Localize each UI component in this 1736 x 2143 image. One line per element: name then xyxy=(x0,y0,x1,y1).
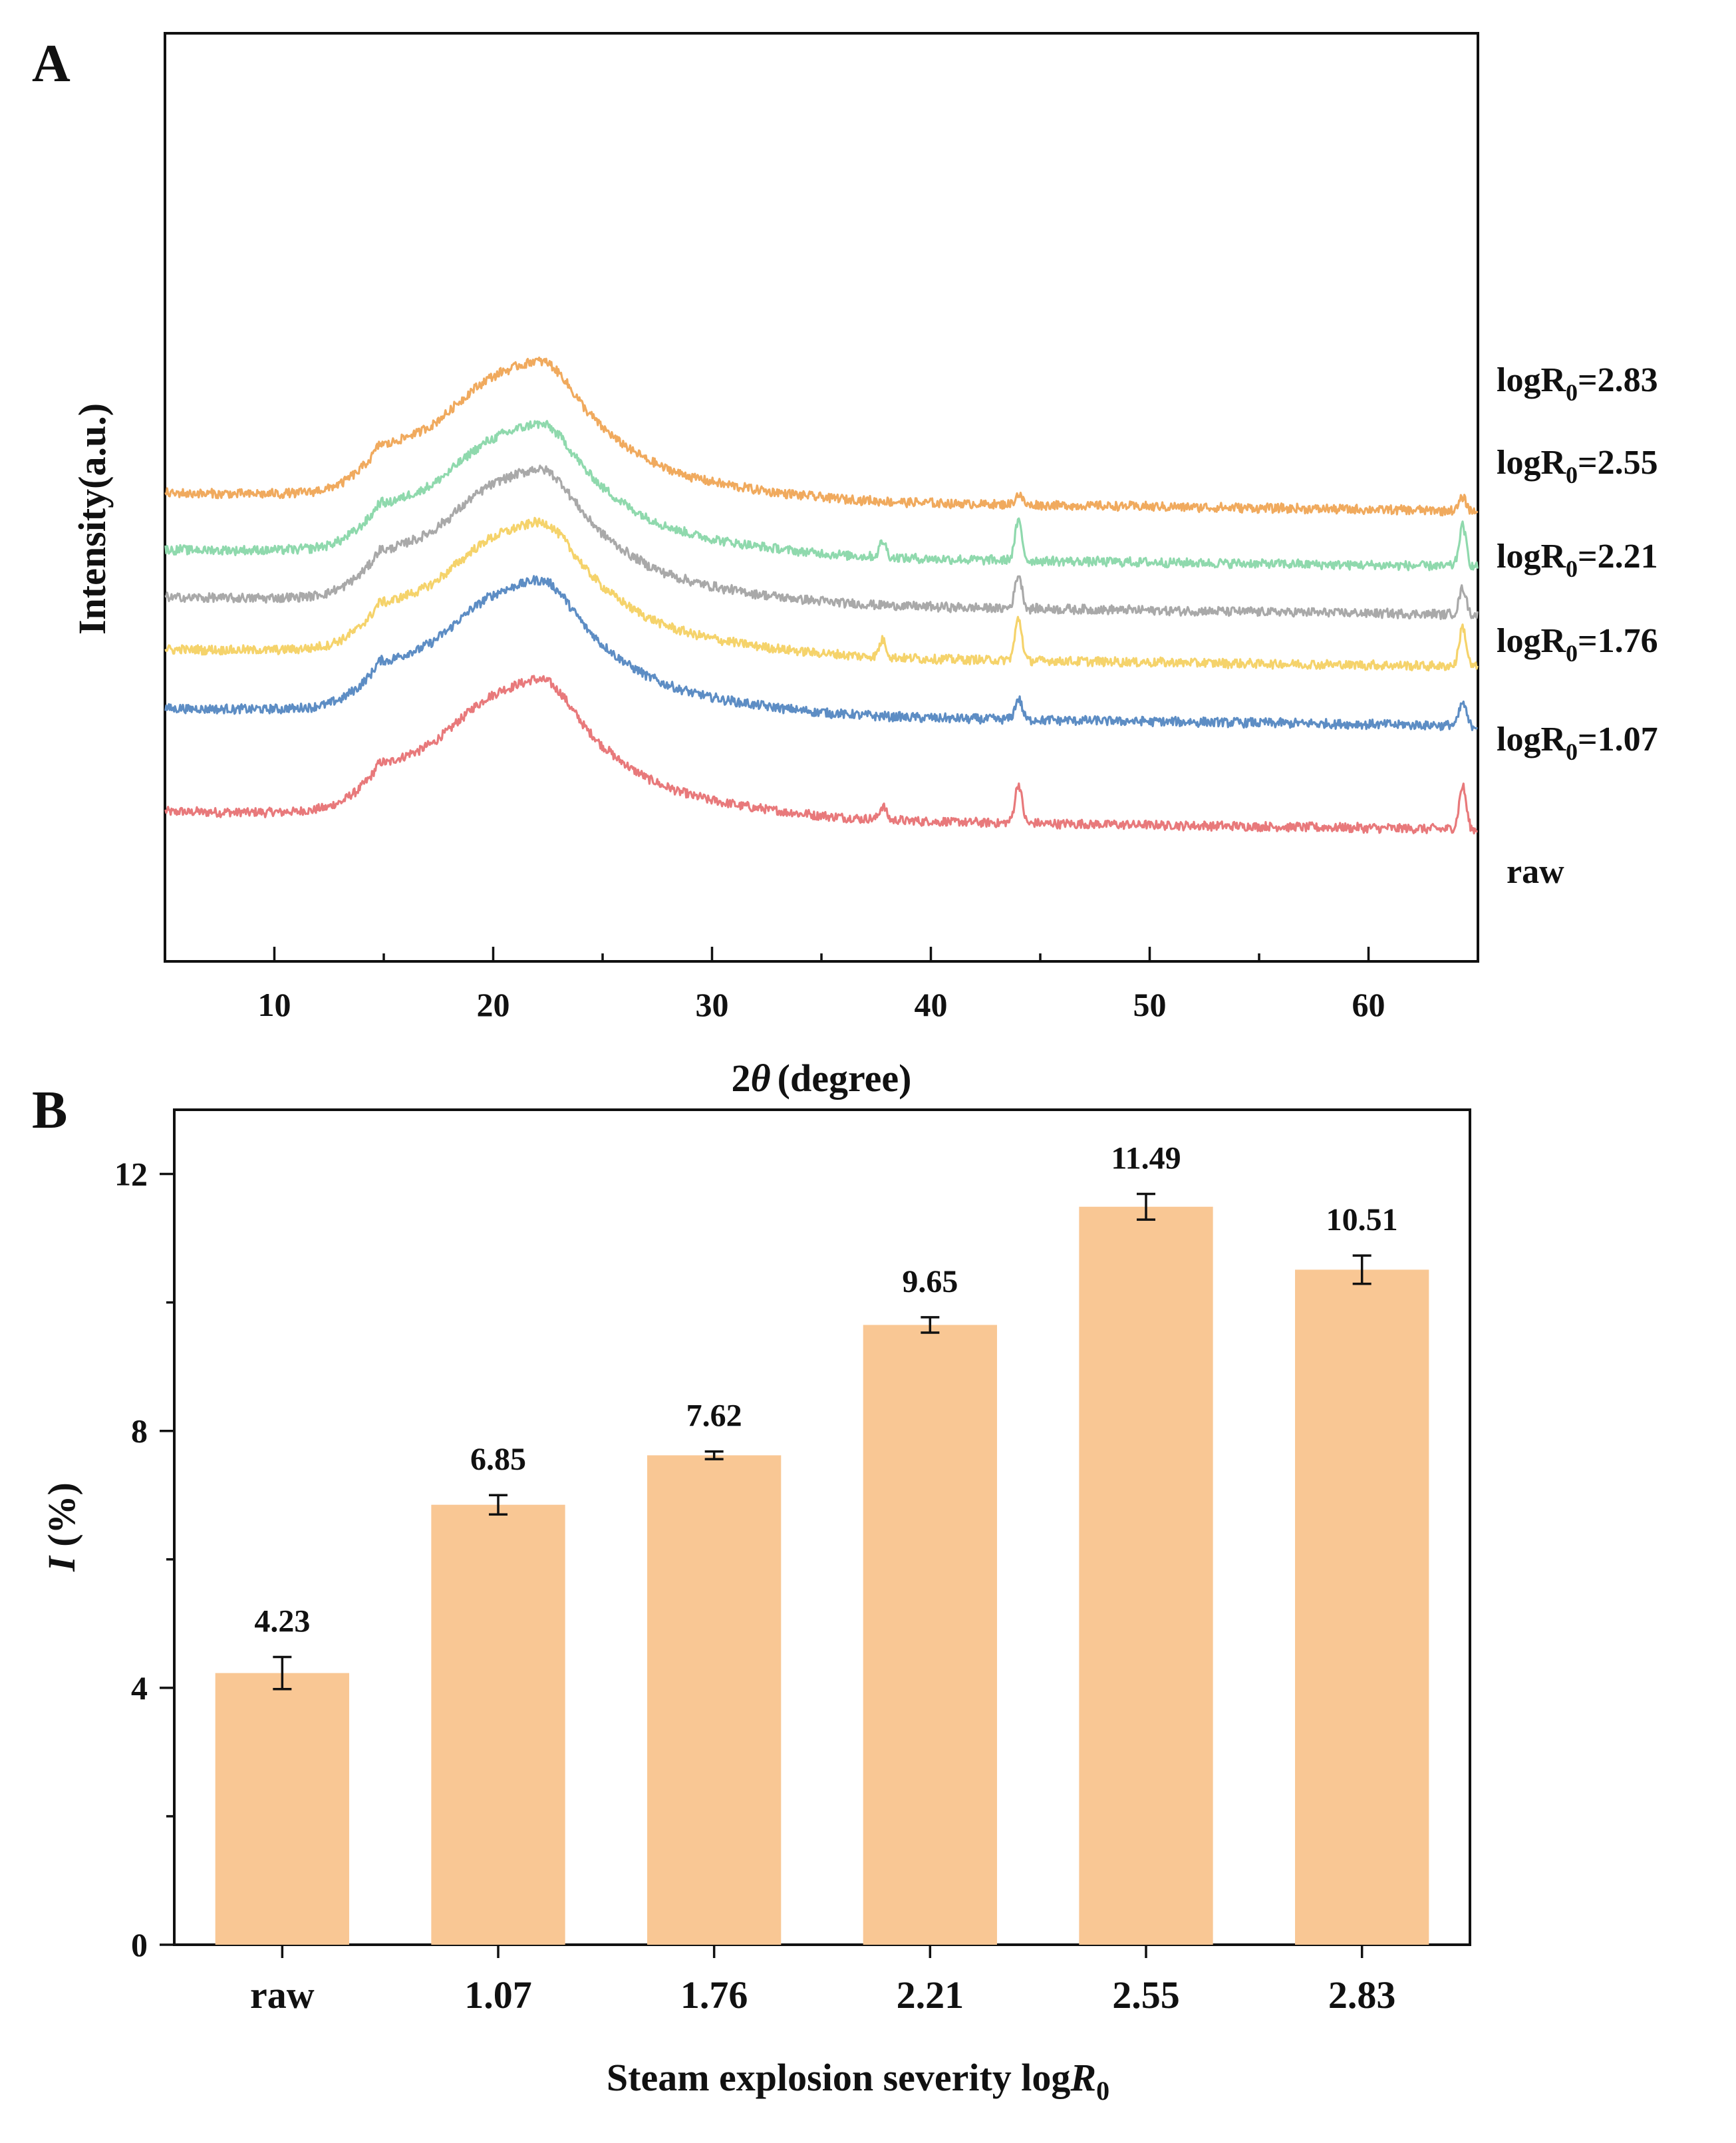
bar-y-tick-label: 12 xyxy=(114,1156,148,1193)
xrd-series-labels: raw logR0=1.07 logR0=1.76 logR0=2.21 logR0=2… xyxy=(1497,361,1658,891)
bar-value-label: 11.49 xyxy=(1111,1140,1181,1176)
xrd-series-label: logR0=2.21 xyxy=(1497,538,1658,582)
xrd-y-axis-title: Intensity(a.u.) xyxy=(71,403,114,635)
xrd-x-title-theta: θ xyxy=(751,1057,771,1100)
bar-value-label: 7.62 xyxy=(686,1399,742,1434)
bar-1.07 xyxy=(431,1504,565,1945)
bar-x-title-sub: 0 xyxy=(1096,2076,1109,2106)
bar-x-tick-label: 2.55 xyxy=(1112,1973,1180,2017)
bar-2.55 xyxy=(1079,1206,1213,1945)
bar-x-tick-label: 2.83 xyxy=(1328,1973,1396,2017)
bar-y-tick-label: 4 xyxy=(131,1669,148,1707)
bar-value-label: 6.85 xyxy=(470,1442,526,1477)
bar-2.83 xyxy=(1295,1269,1429,1945)
xrd-x-tick-label: 20 xyxy=(477,986,510,1023)
xrd-series-line xyxy=(164,420,1479,572)
bar-x-tick-label: 2.21 xyxy=(897,1973,964,2017)
bar-marks: 4.23 6.85 7.62 9.65 11.49 10.51 xyxy=(215,1140,1429,1945)
bar-value-label: 4.23 xyxy=(254,1604,310,1639)
xrd-series-label: logR0=1.07 xyxy=(1497,721,1658,765)
xrd-x-tick-label: 30 xyxy=(696,986,729,1023)
bar-y-title-italic: I xyxy=(40,1555,83,1572)
panel-a-letter: A xyxy=(32,35,71,93)
xrd-curves xyxy=(164,356,1479,835)
bar-2.21 xyxy=(863,1325,997,1945)
bar-value-label: 10.51 xyxy=(1326,1202,1398,1237)
xrd-series-label: raw xyxy=(1507,853,1564,891)
xrd-series-line xyxy=(164,675,1478,835)
xrd-x-title-rest: (degree) xyxy=(778,1057,912,1100)
bar-raw xyxy=(215,1673,349,1945)
bar-1.76 xyxy=(647,1455,782,1945)
bar-axis-ticks: 0 4 8 12 raw 1.07 1.76 2.21 2.55 2.83 xyxy=(114,1156,1395,2017)
bar-x-title-text: Steam explosion severity log xyxy=(607,2056,1071,2099)
bar-x-tick-label: 1.07 xyxy=(464,1973,532,2017)
bar-y-tick-label: 0 xyxy=(131,1926,148,1963)
xrd-series-label: logR0=2.55 xyxy=(1497,444,1658,488)
xrd-series-line xyxy=(164,575,1478,731)
bar-plot-frame xyxy=(173,1108,1471,1946)
xrd-series-line xyxy=(164,516,1479,672)
bar-x-title-italic: R xyxy=(1070,2056,1096,2099)
xrd-x-title-two: 2 xyxy=(732,1057,751,1100)
xrd-chart: 10 20 30 40 50 60 raw logR0=1.07 logR0=1.76 logR… xyxy=(71,32,1658,1100)
xrd-series-label: logR0=1.76 xyxy=(1497,622,1658,667)
bar-value-label: 9.65 xyxy=(902,1264,958,1299)
xrd-series-line xyxy=(164,356,1479,517)
xrd-series-label: logR0=2.83 xyxy=(1497,361,1658,406)
bar-x-axis-title: Steam explosion severity logR0 xyxy=(607,2056,1109,2106)
xrd-x-tick-label: 10 xyxy=(258,986,291,1023)
bar-y-title-rest: (%) xyxy=(40,1482,83,1556)
xrd-series-line xyxy=(164,464,1479,620)
xrd-x-axis-title: 2θ (degree) xyxy=(732,1057,912,1100)
xrd-x-tick-label: 50 xyxy=(1133,986,1167,1023)
bar-x-tick-label: 1.76 xyxy=(680,1973,748,2017)
xrd-x-tick-label: 40 xyxy=(915,986,948,1023)
panel-b-letter: B xyxy=(32,1081,67,1140)
xrd-x-ticks: 10 20 30 40 50 60 xyxy=(164,947,1479,1023)
bar-y-tick-label: 8 xyxy=(131,1412,148,1450)
bar-x-tick-label: raw xyxy=(250,1973,315,2017)
bar-y-axis-title: I (%) xyxy=(40,1482,83,1572)
xrd-x-tick-label: 60 xyxy=(1352,986,1385,1023)
bar-chart: 4.23 6.85 7.62 9.65 11.49 10.51 0 4 8 12 raw 1.07 1… xyxy=(40,1108,1471,2106)
